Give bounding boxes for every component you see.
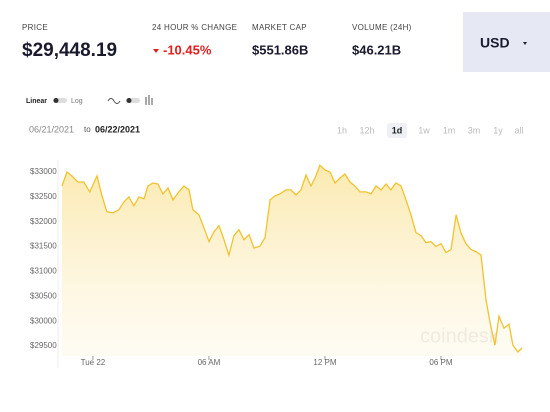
log-option[interactable]: Log	[71, 98, 83, 105]
change: -10.45%	[163, 42, 212, 57]
date-to-word: to	[84, 125, 91, 134]
linear-option[interactable]: Linear	[26, 98, 47, 105]
y-tick-label: $30500	[30, 291, 57, 300]
candle-icon[interactable]	[145, 95, 153, 105]
y-tick-label: $32000	[30, 217, 57, 226]
y-tick-label: $31500	[30, 242, 57, 251]
market-cap-label: MARKET CAP	[252, 23, 307, 32]
currency[interactable]: USD	[480, 35, 510, 51]
y-tick-label: $30000	[30, 316, 57, 325]
y-tick-label: $32500	[30, 192, 57, 201]
price-label: PRICE	[22, 23, 48, 32]
volume-label: VOLUME (24H)	[352, 23, 412, 32]
line-icon[interactable]	[107, 98, 121, 104]
range-button[interactable]: all	[514, 125, 523, 135]
x-tick-label: 12 PM	[313, 358, 336, 367]
caret	[523, 42, 527, 45]
down-arrow	[153, 49, 159, 53]
change-label: 24 HOUR % CHANGE	[152, 23, 237, 32]
range-button[interactable]: 12h	[359, 125, 374, 135]
x-tick-label: Tue 22	[81, 358, 106, 367]
currency-button[interactable]	[463, 12, 550, 72]
range-button[interactable]: 1d	[392, 125, 403, 135]
market-cap: $551.86B	[252, 42, 308, 57]
y-tick-label: $33000	[30, 167, 57, 176]
toggle-knob	[126, 98, 132, 103]
range-button[interactable]: 3m	[468, 125, 481, 135]
price-line	[61, 163, 523, 353]
x-tick-label: 06 PM	[429, 358, 452, 367]
area	[62, 165, 522, 356]
range-button[interactable]: 1h	[337, 125, 347, 135]
y-tick-label: $31000	[30, 267, 57, 276]
volume: $46.21B	[352, 42, 401, 57]
toggle-knob	[53, 98, 59, 103]
y-tick-label: $29500	[30, 341, 57, 350]
range-button[interactable]: 1y	[493, 125, 503, 135]
range-button[interactable]: 1w	[418, 125, 430, 135]
date-from[interactable]: 06/21/2021	[29, 124, 74, 134]
price: $29,448.19	[22, 40, 117, 61]
range-active-bg	[387, 123, 407, 138]
date-to[interactable]: 06/22/2021	[95, 124, 140, 134]
range-button[interactable]: 1m	[443, 125, 456, 135]
x-tick-label: 06 AM	[198, 358, 221, 367]
